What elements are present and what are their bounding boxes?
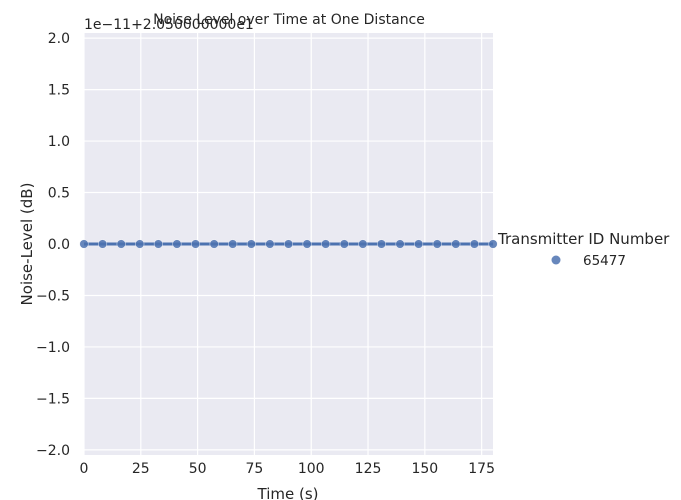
data-point <box>228 239 238 249</box>
y-tick-label: 1.0 <box>48 134 70 150</box>
y-offset-text: 1e−11+2.050000000e1 <box>84 17 254 33</box>
legend-title: Transmitter ID Number <box>497 230 670 248</box>
data-point <box>469 239 479 249</box>
data-point <box>172 239 182 249</box>
grid <box>83 33 493 455</box>
y-axis-label: Noise-Level (dB) <box>18 183 36 306</box>
x-tick-label: 0 <box>80 461 89 477</box>
legend-marker <box>551 255 561 265</box>
y-tick-label: −1.0 <box>36 340 70 356</box>
y-tick-labels: 2.0 1.5 1.0 0.5 0.0 −0.5 −1.0 −1.5 −2.0 <box>36 31 70 459</box>
data-point <box>265 239 275 249</box>
x-tick-label: 75 <box>246 461 264 477</box>
y-tick-label: −2.0 <box>36 443 70 459</box>
x-tick-label: 150 <box>411 461 438 477</box>
data-point <box>339 239 349 249</box>
data-point <box>414 239 424 249</box>
data-point <box>302 239 312 249</box>
data-point <box>98 239 108 249</box>
chart-title: Noise Level over Time at One Distance <box>153 12 425 28</box>
y-tick-label: 2.0 <box>48 31 70 47</box>
x-tick-label: 175 <box>468 461 495 477</box>
data-point <box>153 239 163 249</box>
data-point <box>358 239 368 249</box>
data-point <box>432 239 442 249</box>
y-tick-label: −0.5 <box>36 288 70 304</box>
x-tick-label: 25 <box>132 461 150 477</box>
data-point <box>116 239 126 249</box>
data-point <box>451 239 461 249</box>
series-layer <box>79 239 498 249</box>
y-tick-label: 1.5 <box>48 83 70 99</box>
y-tick-label: −1.5 <box>36 391 70 407</box>
x-tick-labels: 0 25 50 75 100 125 150 175 <box>80 461 495 477</box>
x-axis-label: Time (s) <box>257 485 319 500</box>
data-point <box>246 239 256 249</box>
legend-entry: 65477 <box>583 253 626 269</box>
data-point <box>488 239 498 249</box>
data-point <box>191 239 201 249</box>
y-tick-label: 0.5 <box>48 186 70 202</box>
data-point <box>376 239 386 249</box>
data-point <box>209 239 219 249</box>
legend: Transmitter ID Number 65477 <box>497 230 670 269</box>
x-tick-label: 100 <box>298 461 325 477</box>
data-point <box>79 239 89 249</box>
data-point <box>321 239 331 249</box>
data-point <box>135 239 145 249</box>
y-tick-label: 0.0 <box>48 237 70 253</box>
x-tick-label: 50 <box>189 461 207 477</box>
data-point <box>284 239 294 249</box>
x-tick-label: 125 <box>355 461 382 477</box>
data-point <box>395 239 405 249</box>
